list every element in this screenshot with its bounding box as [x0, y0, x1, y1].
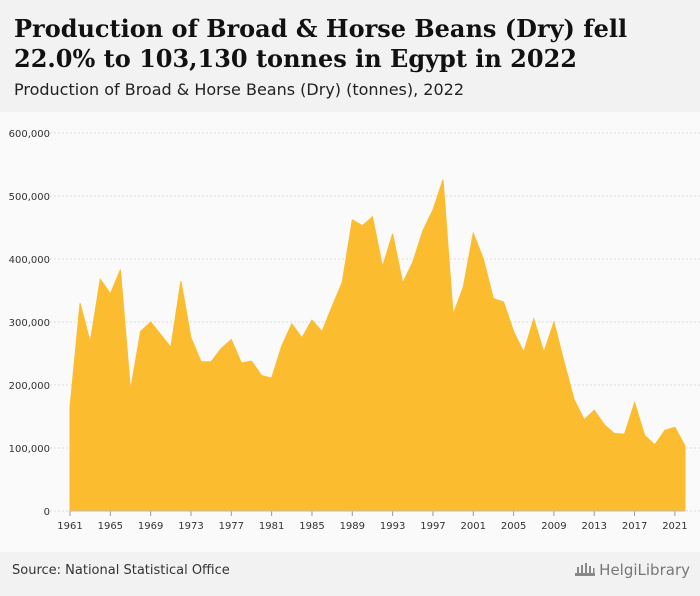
- x-tick-label: 1985: [299, 521, 324, 532]
- x-tick-label: 1977: [219, 521, 244, 532]
- x-tick-label: 1969: [138, 521, 163, 532]
- x-tick-label: 1973: [178, 521, 203, 532]
- logo-text: HelgiLibrary: [599, 561, 690, 579]
- y-tick-label: 200,000: [9, 381, 50, 392]
- y-tick-label: 400,000: [9, 255, 50, 266]
- series-layer: [69, 179, 686, 512]
- x-tick-label: 1981: [259, 521, 284, 532]
- x-tick-label: 2017: [622, 521, 647, 532]
- x-tick-label: 2013: [582, 521, 607, 532]
- x-tick-label: 2001: [461, 521, 486, 532]
- y-tick-label: 300,000: [9, 318, 50, 329]
- y-axis-ticks: 0 100,000 200,000 300,000 400,000 500,000 600,…: [9, 129, 50, 518]
- area-chart: 0 100,000 200,000 300,000 400,000 500,000 600,…: [9, 129, 700, 532]
- x-tick-label: 2009: [541, 521, 566, 532]
- x-tick-label: 1993: [380, 521, 405, 532]
- library-building-icon: [574, 561, 596, 581]
- y-tick-label: 500,000: [9, 192, 50, 203]
- chart-area: 0 100,000 200,000 300,000 400,000 500,000 600,…: [0, 112, 700, 552]
- x-tick-label: 1961: [57, 521, 82, 532]
- x-tick-label: 2021: [662, 521, 687, 532]
- x-axis-ticks: 1961 1965 1969 1973 1977 1981 1985 1989 1993 1997…: [57, 510, 688, 532]
- area-series[interactable]: [69, 179, 686, 512]
- y-tick-label: 100,000: [9, 444, 50, 455]
- x-tick-label: 1965: [98, 521, 123, 532]
- page-title: Production of Broad & Horse Beans (Dry) …: [14, 14, 628, 73]
- y-tick-label: 600,000: [9, 129, 50, 140]
- y-tick-label: 0: [44, 507, 50, 518]
- x-tick-label: 2005: [501, 521, 526, 532]
- source-note: Source: National Statistical Office: [12, 563, 230, 578]
- x-tick-label: 1989: [340, 521, 365, 532]
- chart-subtitle: Production of Broad & Horse Beans (Dry) …: [14, 80, 465, 99]
- x-tick-label: 1997: [420, 521, 445, 532]
- helgilibrary-logo[interactable]: HelgiLibrary: [574, 561, 690, 581]
